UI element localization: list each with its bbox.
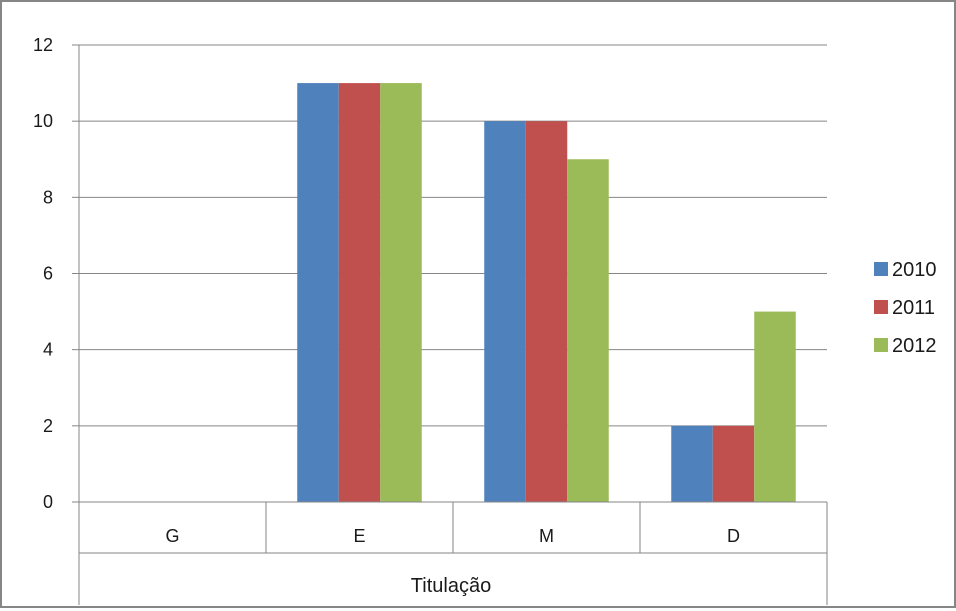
legend-swatch [874,300,888,314]
axes [72,44,828,605]
bar [712,425,755,502]
bar [525,121,568,503]
y-tick-label: 0 [43,492,53,512]
y-tick-label: 12 [33,35,53,55]
y-tick-label: 6 [43,264,53,284]
bar [380,83,422,502]
x-tick-label: D [727,526,740,546]
bar [567,159,609,502]
x-tick-label: G [165,526,179,546]
bars [297,83,796,503]
legend-swatch [874,338,888,352]
x-axis-title: Titulação [411,575,491,597]
legend-swatch [874,262,888,276]
x-tick-label: M [539,526,554,546]
legend: 2010 2011 2012 [874,259,937,357]
bar [754,311,796,502]
bar [297,83,339,502]
bar [484,121,526,503]
bar [671,425,713,502]
y-tick-labels: 0 2 4 6 8 10 12 [33,35,53,512]
legend-label: 2012 [892,335,937,357]
y-tick-label: 8 [43,187,53,207]
y-tick-label: 2 [43,416,53,436]
gridlines [79,44,827,503]
y-tick-label: 10 [33,111,53,131]
legend-label: 2011 [892,297,935,319]
bar [338,83,381,502]
legend-label: 2010 [892,259,937,281]
x-tick-label: E [353,526,365,546]
y-tick-label: 4 [43,340,53,360]
